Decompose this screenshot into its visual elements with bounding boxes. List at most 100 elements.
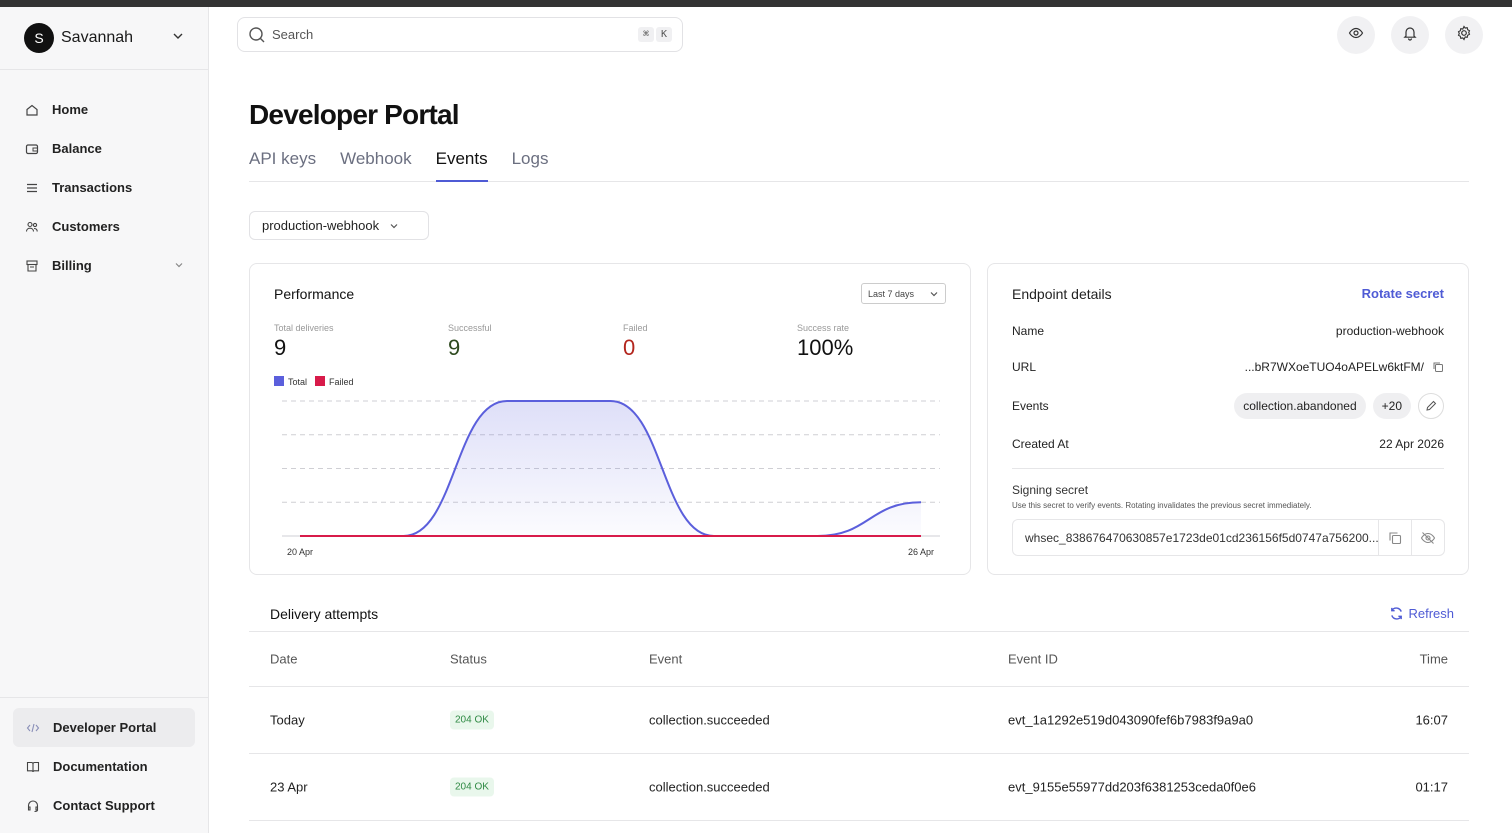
table-row[interactable]: 23 Apr 204 OK collection.succeeded evt_9… xyxy=(249,754,1469,821)
edit-events-button[interactable] xyxy=(1418,393,1444,419)
tab-logs[interactable]: Logs xyxy=(511,149,549,168)
chevron-down-icon xyxy=(389,221,399,231)
top-bar xyxy=(0,0,1512,7)
tab-events[interactable]: Events xyxy=(435,149,488,182)
sidebar-item-transactions[interactable]: Transactions xyxy=(0,168,208,207)
kbd-k: K xyxy=(655,27,672,42)
chevron-down-icon xyxy=(929,289,939,299)
table-row[interactable]: Today 204 OK collection.succeeded evt_1a… xyxy=(249,687,1469,754)
main-content: Search ⌘ K Developer Portal API keys Web… xyxy=(209,7,1500,833)
notifications-button[interactable] xyxy=(1391,16,1429,54)
visibility-button[interactable] xyxy=(1337,16,1375,54)
search-placeholder: Search xyxy=(272,27,314,42)
stat-label: Success rate xyxy=(797,323,850,333)
sidebar-item-customers[interactable]: Customers xyxy=(0,207,208,246)
account-switcher[interactable]: S Savannah xyxy=(0,7,208,70)
keyboard-shortcut: ⌘ K xyxy=(637,27,672,42)
sidebar-item-label: Documentation xyxy=(53,759,148,774)
tab-api-keys[interactable]: API keys xyxy=(249,149,317,168)
refresh-label: Refresh xyxy=(1408,606,1454,621)
stat-label: Failed xyxy=(623,323,648,333)
stat-value: 0 xyxy=(623,335,636,360)
stat-value: 9 xyxy=(274,335,287,360)
sidebar-item-label: Transactions xyxy=(52,180,133,195)
delivery-table: Date Status Event Event ID Time Today 20… xyxy=(249,631,1469,821)
sidebar-item-billing[interactable]: Billing xyxy=(0,246,208,285)
legend-label: Total xyxy=(288,377,308,387)
table-header: Date Status Event Event ID Time xyxy=(249,632,1469,687)
delivery-title: Delivery attempts xyxy=(270,606,379,622)
sidebar-item-developer-portal[interactable]: Developer Portal xyxy=(13,708,195,747)
tab-bar: API keys Webhook Events Logs xyxy=(249,149,1469,182)
column-header-event: Event xyxy=(649,651,683,667)
sidebar: S Savannah Home Balance Transactions Cus… xyxy=(0,7,209,833)
code-icon xyxy=(25,720,41,736)
legend-label: Failed xyxy=(329,377,354,387)
settings-button[interactable] xyxy=(1445,16,1483,54)
pencil-icon xyxy=(1425,400,1437,412)
endpoint-name-row: Name production-webhook xyxy=(1012,324,1444,338)
chevron-down-icon xyxy=(174,258,184,273)
refresh-button[interactable]: Refresh xyxy=(1389,606,1454,621)
stat-success-rate: Success rate 100% xyxy=(797,323,853,361)
search-input[interactable]: Search ⌘ K xyxy=(237,17,683,52)
tab-webhook[interactable]: Webhook xyxy=(340,149,412,168)
signing-secret-field[interactable]: whsec_838676470630857e1723de01cd236156f5… xyxy=(1012,519,1445,556)
events-more-pill[interactable]: +20 xyxy=(1372,393,1411,419)
refresh-icon xyxy=(1389,606,1404,621)
legend-swatch xyxy=(274,376,284,386)
cell-date: Today xyxy=(270,712,305,728)
cell-time: 16:07 xyxy=(1415,712,1448,728)
url-value: ...bR7WXoeTUO4oAPELw6ktFM/ xyxy=(1244,360,1424,374)
series-area-total xyxy=(300,401,921,536)
kbd-command: ⌘ xyxy=(637,27,654,42)
stat-label: Successful xyxy=(448,323,492,333)
sidebar-item-label: Developer Portal xyxy=(53,720,157,735)
cell-time: 01:17 xyxy=(1415,779,1448,795)
signing-secret-title: Signing secret xyxy=(1012,483,1089,497)
rotate-secret-button[interactable]: Rotate secret xyxy=(1361,286,1444,301)
copy-secret-button[interactable] xyxy=(1378,520,1411,555)
signing-secret-hint: Use this secret to verify events. Rotati… xyxy=(1012,501,1312,510)
home-icon xyxy=(24,102,40,118)
sidebar-item-documentation[interactable]: Documentation xyxy=(13,747,195,786)
x-tick-label: 20 Apr xyxy=(287,547,313,557)
copy-url-icon[interactable] xyxy=(1432,361,1444,373)
headset-icon xyxy=(25,798,41,814)
events-label: Events xyxy=(1012,399,1049,413)
signing-secret-value: whsec_838676470630857e1723de01cd236156f5… xyxy=(1025,530,1378,545)
sidebar-bottom: Developer Portal Documentation Contact S… xyxy=(0,697,208,833)
date-range-value: Last 7 days xyxy=(868,288,915,299)
sidebar-item-label: Balance xyxy=(52,141,102,156)
endpoint-events-row: Events collection.abandoned +20 xyxy=(1012,393,1444,419)
toggle-secret-visibility-button[interactable] xyxy=(1411,520,1444,555)
page-title: Developer Portal xyxy=(249,99,460,130)
name-value: production-webhook xyxy=(1335,324,1444,338)
date-range-select[interactable]: Last 7 days xyxy=(861,283,946,304)
stat-total-deliveries: Total deliveries 9 xyxy=(274,323,334,361)
legend-swatch xyxy=(315,376,326,386)
divider xyxy=(1012,468,1444,469)
stat-successful: Successful 9 xyxy=(448,323,492,361)
copy-icon xyxy=(1388,531,1402,545)
created-value: 22 Apr 2026 xyxy=(1379,437,1444,451)
chevron-down-icon xyxy=(172,29,184,47)
status-badge: 204 OK xyxy=(450,777,494,797)
url-label: URL xyxy=(1012,360,1037,374)
stat-value: 9 xyxy=(448,335,461,360)
column-header-date: Date xyxy=(270,651,298,667)
gear-icon xyxy=(1456,24,1472,46)
sidebar-item-home[interactable]: Home xyxy=(0,90,208,129)
legend-item-total: Total xyxy=(274,376,307,387)
webhook-select[interactable]: production-webhook xyxy=(249,211,429,240)
sidebar-item-contact-support[interactable]: Contact Support xyxy=(13,786,195,825)
cell-event: collection.succeeded xyxy=(649,779,770,795)
cell-event-id: evt_9155e55977dd203f6381253ceda0f0e6 xyxy=(1008,779,1256,795)
cell-date: 23 Apr xyxy=(270,779,308,795)
event-pill: collection.abandoned xyxy=(1234,393,1366,419)
users-icon xyxy=(24,219,40,235)
endpoint-url-row: URL ...bR7WXoeTUO4oAPELw6ktFM/ xyxy=(1012,360,1444,374)
list-icon xyxy=(24,180,40,196)
sidebar-item-balance[interactable]: Balance xyxy=(0,129,208,168)
column-header-status: Status xyxy=(450,651,487,667)
